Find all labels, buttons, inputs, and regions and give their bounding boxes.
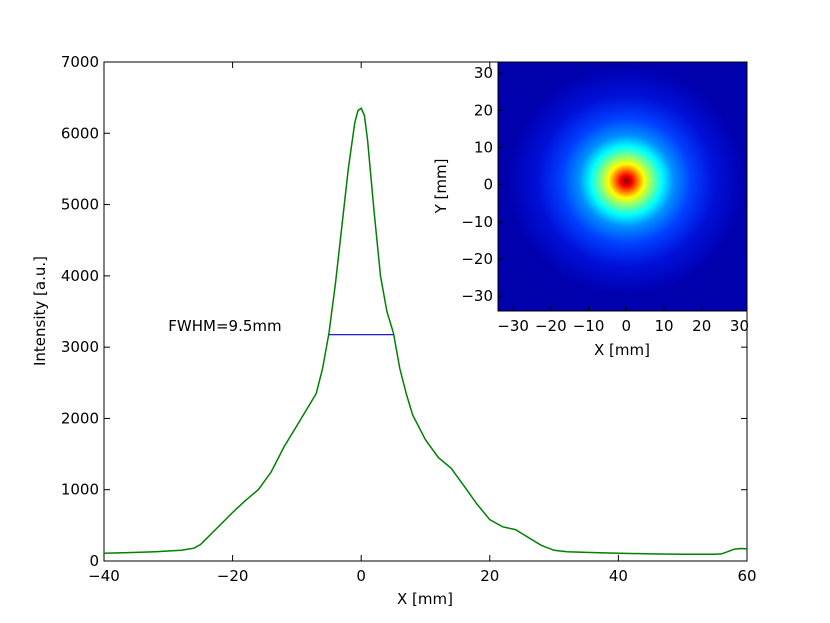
main-x-tick-label: 40 — [609, 567, 628, 585]
main-y-tick-label: 3000 — [61, 338, 99, 356]
main-y-tick-label: 0 — [89, 552, 99, 570]
inset-frame — [497, 61, 748, 312]
intensity-profile-line — [103, 107, 748, 555]
inset-x-tick-label: −20 — [535, 317, 567, 335]
inset-y-tick-label: −20 — [461, 250, 493, 268]
inset-y-tick-label: −10 — [461, 213, 493, 231]
main-y-axis-label: Intensity [a.u.] — [31, 256, 49, 366]
inset-y-tick-label: 10 — [474, 138, 493, 156]
inset-x-tick-label: −10 — [573, 317, 605, 335]
fwhm-label: FWHM=9.5mm — [168, 317, 281, 335]
inset-x-tick-label: 0 — [621, 317, 631, 335]
inset-x-axis-label: X [mm] — [594, 341, 650, 359]
main-x-tick-label: −20 — [217, 567, 249, 585]
main-y-tick-label: 6000 — [61, 124, 99, 142]
inset-x-tick-label: −30 — [497, 317, 529, 335]
main-plot: −40 −20 0 20 40 60010002000300040005000600070… — [31, 53, 757, 608]
main-y-tick-label: 5000 — [61, 196, 99, 214]
inset-y-tick-label: 20 — [474, 101, 493, 119]
main-y-tick-label: 1000 — [61, 481, 99, 499]
inset-x-tick-label: 20 — [692, 317, 711, 335]
main-x-tick-label: 20 — [480, 567, 499, 585]
main-x-tick-label: −40 — [88, 567, 120, 585]
main-x-tick-label: 60 — [737, 567, 756, 585]
inset-y-tick-label: 0 — [483, 176, 493, 194]
inset-y-tick-label: 30 — [474, 64, 493, 82]
main-x-tick-label: 0 — [356, 567, 366, 585]
main-ticks: −40 −20 0 20 40 60010002000300040005000600070… — [61, 53, 757, 585]
inset-y-axis-label: Y [mm] — [432, 159, 450, 215]
main-x-axis-label: X [mm] — [397, 590, 453, 608]
inset-x-tick-label: 30 — [730, 317, 749, 335]
inset-ticks: −30 −20 −10 0 10 20 30 −30 −20 −10 0 10 20 30 — [461, 64, 749, 335]
main-y-tick-label: 4000 — [61, 267, 99, 285]
inset-y-tick-label: −30 — [461, 287, 493, 305]
inset-x-tick-label: 10 — [654, 317, 673, 335]
heatmap-beam-spot — [508, 66, 745, 295]
main-y-tick-label: 7000 — [61, 53, 99, 71]
main-y-tick-label: 2000 — [61, 409, 99, 427]
